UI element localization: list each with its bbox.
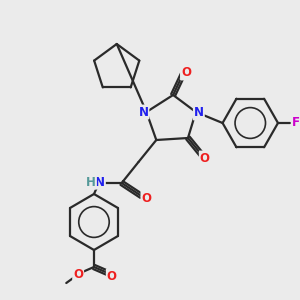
Text: N: N (138, 106, 148, 118)
Text: O: O (141, 191, 152, 205)
Text: H: H (86, 176, 96, 188)
Text: F: F (292, 116, 300, 130)
Text: N: N (194, 106, 204, 119)
Text: O: O (73, 268, 83, 281)
Text: N: N (95, 176, 105, 188)
Text: O: O (181, 67, 191, 80)
Text: O: O (200, 152, 210, 164)
Text: O: O (107, 269, 117, 283)
